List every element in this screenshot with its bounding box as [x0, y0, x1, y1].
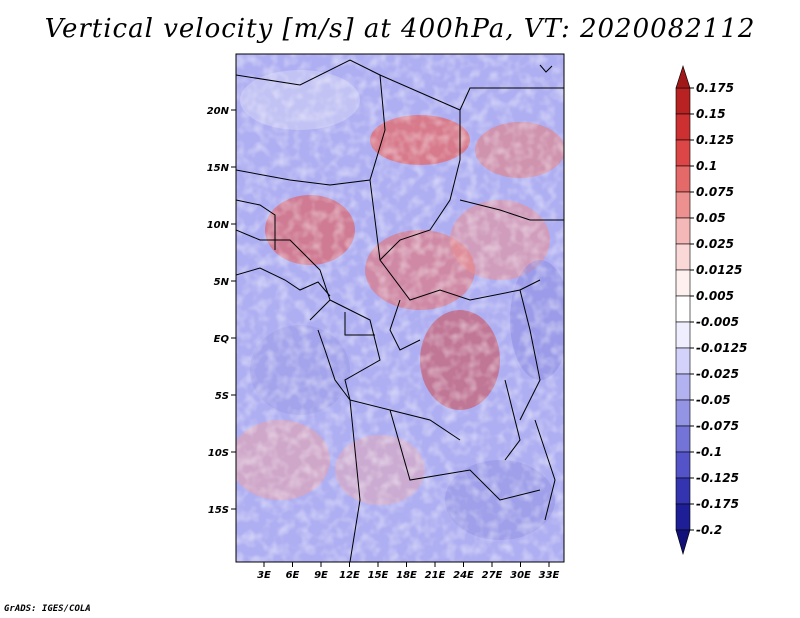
- colorbar-segment: [675, 217, 691, 245]
- colorbar-label: -0.175: [696, 497, 739, 511]
- colorbar: 0.175 0.15 0.125 0.1 0.075 0.05 0.025 0.0125 0.0…: [675, 65, 747, 556]
- colorbar-label: 0.05: [696, 211, 726, 225]
- colorbar-segment: [675, 113, 691, 141]
- lat-label: 15N: [207, 163, 230, 174]
- colorbar-segment: [675, 425, 691, 453]
- footer-credit: GrADS: IGES/COLA: [4, 604, 91, 614]
- lon-label: 27E: [482, 570, 503, 581]
- lon-label: 3E: [257, 570, 271, 581]
- colorbar-label: -0.2: [696, 523, 722, 537]
- colorbar-label: -0.05: [696, 393, 731, 407]
- field-noise: [236, 54, 564, 562]
- colorbar-bottom-arrow: [675, 529, 691, 556]
- lon-label: 15E: [368, 570, 389, 581]
- lon-label: 21E: [425, 570, 446, 581]
- country-borders: [236, 59, 564, 562]
- colorbar-label: 0.125: [696, 133, 734, 147]
- colorbar-segment: [675, 269, 691, 297]
- lon-label: 12E: [339, 570, 360, 581]
- lat-label: 10N: [207, 220, 230, 231]
- colorbar-segment: [675, 477, 691, 505]
- lon-label: 6E: [286, 570, 300, 581]
- colorbar-segment: [675, 165, 691, 193]
- colorbar-label: -0.1: [696, 445, 722, 459]
- coastline: [236, 64, 556, 521]
- lon-label: 30E: [510, 570, 531, 581]
- map-frame: [235, 53, 565, 563]
- colorbar-segment: [675, 451, 691, 479]
- colorbar-label: -0.125: [696, 471, 739, 485]
- lat-label: 20N: [207, 106, 230, 117]
- colorbar-segment: [675, 321, 691, 349]
- colorbar-label: -0.025: [696, 367, 739, 381]
- colorbar-label: 0.025: [696, 237, 734, 251]
- colorbar-label: 0.075: [696, 185, 734, 199]
- colorbar-segment: [675, 373, 691, 401]
- chart-title: Vertical velocity [m/s] at 400hPa, VT: 2…: [44, 14, 756, 44]
- lat-label: 5N: [214, 277, 230, 288]
- colorbar-label: -0.075: [696, 419, 739, 433]
- longitude-axis: 3E 6E 9E 12E 15E 18E 21E 24E 27E 30E 33E: [257, 562, 560, 581]
- lat-label: 5S: [215, 391, 229, 402]
- colorbar-segment: [675, 139, 691, 167]
- colorbar-segment: [675, 503, 691, 531]
- colorbar-segment: [675, 243, 691, 271]
- colorbar-segment: [675, 87, 691, 115]
- colorbar-label: -0.005: [696, 315, 739, 329]
- lon-label: 24E: [453, 570, 474, 581]
- colorbar-top-arrow: [675, 65, 691, 89]
- lon-label: 18E: [396, 570, 417, 581]
- colorbar-label: 0.0125: [696, 263, 742, 277]
- latitude-axis: 20N 15N 10N 5N EQ 5S 10S 15S: [207, 106, 236, 516]
- lat-label: 15S: [208, 505, 229, 516]
- colorbar-label: 0.1: [696, 159, 717, 173]
- lon-label: 33E: [539, 570, 560, 581]
- lat-label: 10S: [208, 448, 229, 459]
- colorbar-label: 0.005: [696, 289, 734, 303]
- colorbar-label: 0.175: [696, 81, 734, 95]
- lat-label: EQ: [214, 334, 230, 345]
- colorbar-segment: [675, 347, 691, 375]
- colorbar-segment: [675, 295, 691, 323]
- map-panel: [236, 54, 564, 562]
- colorbar-segment: [675, 399, 691, 427]
- colorbar-label: -0.0125: [696, 341, 747, 355]
- colorbar-label: 0.15: [696, 107, 726, 121]
- colorbar-segment: [675, 191, 691, 219]
- lon-label: 9E: [314, 570, 328, 581]
